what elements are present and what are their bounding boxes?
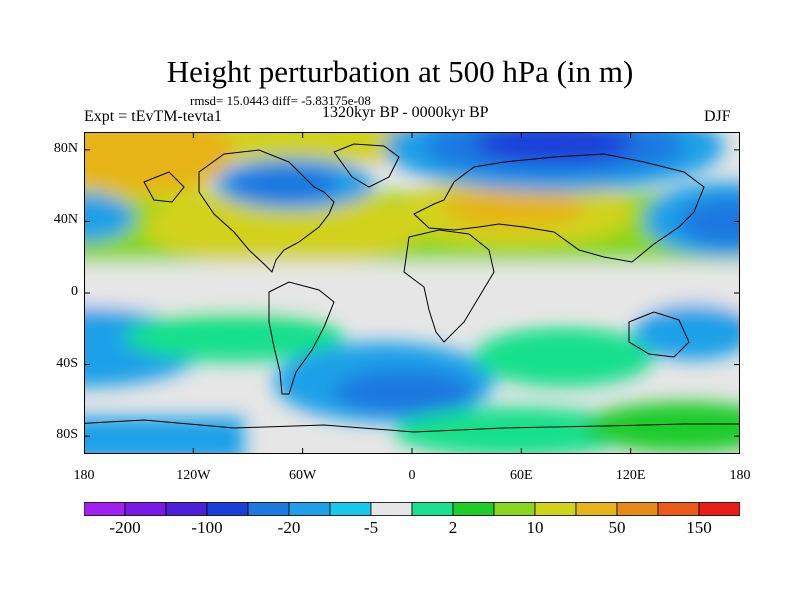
- colorbar-label: -20: [277, 518, 301, 537]
- colorbar-label: 10: [526, 518, 544, 537]
- colorbar-swatch: [575, 502, 618, 516]
- x-tick-label: 180: [729, 468, 751, 483]
- colorbar-label: 2: [448, 518, 458, 537]
- colorbar-swatch: [616, 502, 659, 516]
- map-title: Height perturbation at 500 hPa (in m): [166, 54, 634, 89]
- contour-fill: [84, 132, 740, 454]
- colorbar-label: -200: [109, 518, 141, 537]
- x-tick-label: 180: [73, 468, 95, 483]
- colorbar-swatch: [288, 502, 331, 516]
- x-tick-label: 0: [408, 468, 416, 483]
- colorbar: [84, 502, 740, 516]
- colorbar-swatch: [84, 502, 126, 516]
- colorbar-swatch: [165, 502, 208, 516]
- colorbar-swatch: [698, 502, 740, 516]
- height-perturbation-map: [84, 132, 740, 454]
- colorbar-swatch: [124, 502, 167, 516]
- colorbar-swatch: [493, 502, 536, 516]
- period-label: 1320kyr BP - 0000kyr BP: [322, 104, 489, 121]
- experiment-label: Expt = tEvTM-tevta1: [84, 108, 222, 125]
- stats-line: rmsd= 15.0443 diff= -5.83175e-08: [190, 93, 371, 108]
- season-label: DJF: [704, 108, 731, 125]
- x-tick-label: 120W: [176, 468, 211, 483]
- colorbar-label: -100: [191, 518, 223, 537]
- colorbar-label: -5: [363, 518, 379, 537]
- x-tick-label: 60E: [510, 468, 533, 483]
- y-tick-label: 80N: [53, 140, 78, 156]
- colorbar-swatch: [329, 502, 372, 516]
- colorbar-label: 150: [686, 518, 712, 537]
- colorbar-swatch: [534, 502, 577, 516]
- colorbar-swatch: [206, 502, 249, 516]
- coastlines: [84, 143, 740, 433]
- x-tick-label: 60W: [289, 468, 317, 483]
- y-tick-label: 0: [71, 284, 78, 299]
- colorbar-swatch: [657, 502, 700, 516]
- y-tick-label: 80S: [56, 427, 78, 443]
- axis-ticks: [84, 132, 740, 454]
- colorbar-swatch: [452, 502, 495, 516]
- y-tick-label: 40S: [56, 355, 78, 371]
- colorbar-label: 50: [608, 518, 626, 537]
- colorbar-swatch: [411, 502, 454, 516]
- colorbar-swatch: [247, 502, 290, 516]
- y-tick-label: 40N: [53, 212, 78, 228]
- x-tick-label: 120E: [615, 468, 646, 483]
- colorbar-swatch: [370, 502, 413, 516]
